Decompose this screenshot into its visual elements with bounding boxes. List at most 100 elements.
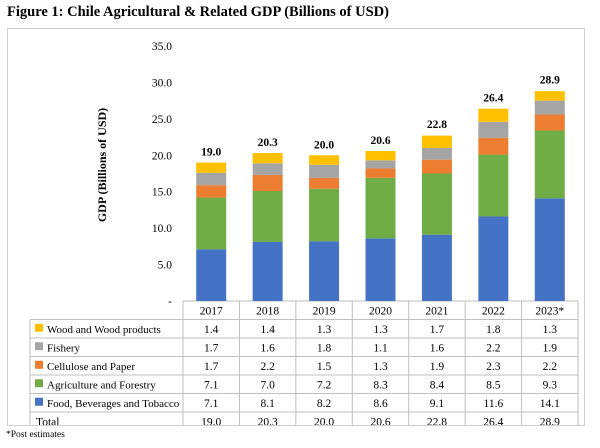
table-cell: 1.3 [543, 324, 558, 336]
table-cell: 8.3 [373, 379, 388, 391]
table-cell: 9.3 [543, 379, 558, 391]
bar-segment [252, 163, 283, 175]
bar-segment [534, 114, 565, 131]
bar-segment [534, 130, 565, 199]
legend-swatch [35, 342, 43, 351]
x-tick-label: 2017 [200, 305, 223, 317]
table-cell: 7.1 [204, 379, 219, 391]
y-tick-label: 5.0 [158, 260, 173, 272]
table-cell: 1.8 [317, 342, 332, 354]
y-tick-label: - [168, 296, 172, 308]
bar-segment [421, 159, 452, 174]
bar-segment [309, 188, 340, 242]
bar-total-label: 20.6 [370, 135, 390, 147]
bar-segment [309, 164, 340, 178]
bar-segment [365, 168, 396, 178]
table-cell: 1.8 [486, 324, 501, 336]
table-cell: 1.6 [260, 342, 275, 354]
table-total-label: Total [36, 416, 59, 425]
y-tick-label: 20.0 [152, 150, 172, 162]
bar-segment [421, 135, 452, 148]
bar-segment [252, 153, 283, 164]
bar-segment [309, 177, 340, 189]
table-total-cell: 19.0 [201, 416, 221, 425]
legend-label: Fishery [47, 342, 81, 354]
bar-segment [196, 162, 227, 173]
bar-total-label: 28.9 [540, 74, 560, 86]
legend-label: Cellulose and Paper [47, 361, 135, 373]
table-cell: 1.4 [204, 324, 219, 336]
table-cell: 1.9 [430, 361, 445, 373]
table-cell: 11.6 [484, 398, 504, 410]
x-tick-label: 2019 [313, 305, 336, 317]
bar-segment [252, 190, 283, 242]
table-cell: 8.4 [430, 379, 445, 391]
table-cell: 8.1 [260, 398, 275, 410]
x-tick-label: 2022 [482, 305, 505, 317]
bar-segment [365, 238, 396, 301]
x-tick-label: 2018 [256, 305, 279, 317]
table-cell: 1.6 [430, 342, 445, 354]
table-cell: 1.3 [373, 324, 388, 336]
bar-segment [365, 160, 396, 169]
table-cell: 1.1 [373, 342, 388, 354]
stacked-bar-chart: - 5.0 10.0 15.0 20.0 25.0 30.0 35.0 19.0 20.3 20.… [29, 41, 579, 431]
y-tick-label: 30.0 [152, 77, 172, 89]
bar-total-label: 20.0 [314, 139, 334, 151]
table-total-cell: 20.0 [314, 416, 334, 425]
x-tick-label: 2020 [369, 305, 392, 317]
figure-title: Figure 1: Chile Agricultural & Related G… [7, 4, 389, 20]
bar-segment [478, 121, 509, 138]
bar-segment [365, 177, 396, 239]
bar-total-label: 20.3 [258, 137, 278, 149]
table-cell: 14.1 [540, 398, 560, 410]
legend-swatch [35, 323, 43, 332]
bar-total-label: 22.8 [427, 119, 447, 131]
bar-segment [196, 185, 227, 198]
bar-segment [534, 100, 565, 115]
table-cell: 2.2 [260, 361, 275, 373]
table-total-cell: 26.4 [483, 416, 503, 425]
table-cell: 7.1 [204, 398, 219, 410]
table-cell: 1.7 [204, 361, 219, 373]
bar-segment [196, 249, 227, 301]
table-cell: 2.2 [543, 361, 558, 373]
legend-swatch [35, 397, 43, 406]
bar-segment [478, 108, 509, 122]
footnote: *Post estimates [6, 430, 65, 440]
legend-swatch [35, 360, 43, 369]
table-cell: 1.3 [373, 361, 388, 373]
table-cell: 8.6 [373, 398, 388, 410]
y-tick-label: 35.0 [152, 41, 172, 53]
y-tick-label: 15.0 [152, 187, 172, 199]
table-total-cell: 28.9 [540, 416, 560, 425]
table-cell: 1.5 [317, 361, 332, 373]
table-cell: 7.2 [317, 379, 332, 391]
bar-segment [309, 241, 340, 301]
bar-segment [421, 234, 452, 301]
table-cell: 1.7 [430, 324, 445, 336]
x-tick-label: 2023* [535, 305, 564, 317]
legend-swatch [35, 379, 43, 388]
bar-segment [365, 150, 396, 161]
table-cell: 8.2 [317, 398, 332, 410]
bar-segment [478, 154, 509, 217]
bar-segment [196, 172, 227, 186]
legend-label: Agriculture and Forestry [47, 379, 156, 391]
y-tick-label: 25.0 [152, 114, 172, 126]
legend-label: Wood and Wood products [47, 324, 161, 336]
chart-panel: - 5.0 10.0 15.0 20.0 25.0 30.0 35.0 19.0 20.3 20.… [7, 28, 585, 431]
bar-segment [478, 216, 509, 301]
y-tick-label: 10.0 [152, 223, 172, 235]
table-cell: 1.3 [317, 324, 332, 336]
bar-total-label: 26.4 [483, 93, 503, 105]
y-axis-title: GDP (Billions of USD) [95, 108, 109, 222]
x-tick-label: 2021 [425, 305, 448, 317]
table-cell: 8.5 [486, 379, 501, 391]
table-cell: 2.3 [486, 361, 501, 373]
table-total-cell: 22.8 [427, 416, 447, 425]
bar-segment [534, 91, 565, 101]
bar-segment [534, 198, 565, 301]
table-total-cell: 20.3 [258, 416, 278, 425]
table-cell: 1.9 [543, 342, 558, 354]
